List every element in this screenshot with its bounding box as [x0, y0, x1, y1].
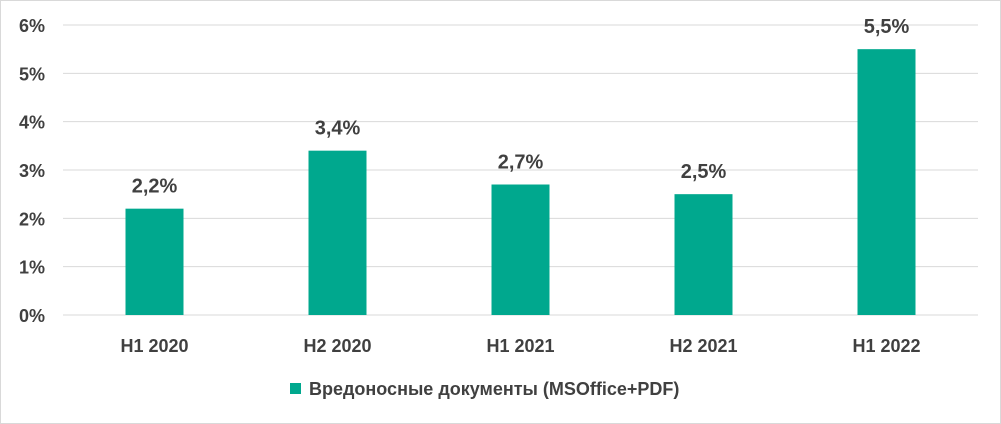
y-tick-label: 5%	[19, 64, 45, 84]
y-tick-label: 1%	[19, 258, 45, 278]
bar	[674, 194, 733, 315]
bar	[308, 150, 367, 315]
y-tick-label: 4%	[19, 113, 45, 133]
y-tick-label: 3%	[19, 161, 45, 181]
legend-label: Вредоносные документы (MSOffice+PDF)	[309, 379, 679, 399]
y-tick-label: 6%	[19, 16, 45, 36]
x-tick-label: H1 2020	[120, 336, 188, 356]
data-label: 2,5%	[681, 161, 727, 183]
y-tick-label: 0%	[19, 306, 45, 326]
x-tick-label: H1 2022	[852, 336, 920, 356]
x-tick-label: H1 2021	[486, 336, 554, 356]
x-tick-label: H2 2020	[303, 336, 371, 356]
data-label: 2,2%	[132, 176, 178, 198]
bars	[125, 49, 916, 316]
y-tick-label: 2%	[19, 209, 45, 229]
data-label: 2,7%	[498, 152, 544, 174]
bar	[125, 208, 184, 315]
x-tick-label: H2 2021	[669, 336, 737, 356]
legend-swatch	[290, 383, 301, 394]
y-axis-ticks: 0% 1% 2% 3% 4% 5% 6%	[19, 16, 45, 326]
data-label: 5,5%	[864, 16, 910, 38]
data-labels: 2,2% 3,4% 2,7% 2,5% 5,5%	[132, 16, 910, 198]
legend: Вредоносные документы (MSOffice+PDF)	[290, 379, 679, 399]
x-axis-ticks: H1 2020 H2 2020 H1 2021 H2 2021 H1 2022	[120, 336, 920, 356]
bar	[857, 49, 916, 316]
bar	[491, 184, 550, 315]
data-label: 3,4%	[315, 118, 361, 140]
